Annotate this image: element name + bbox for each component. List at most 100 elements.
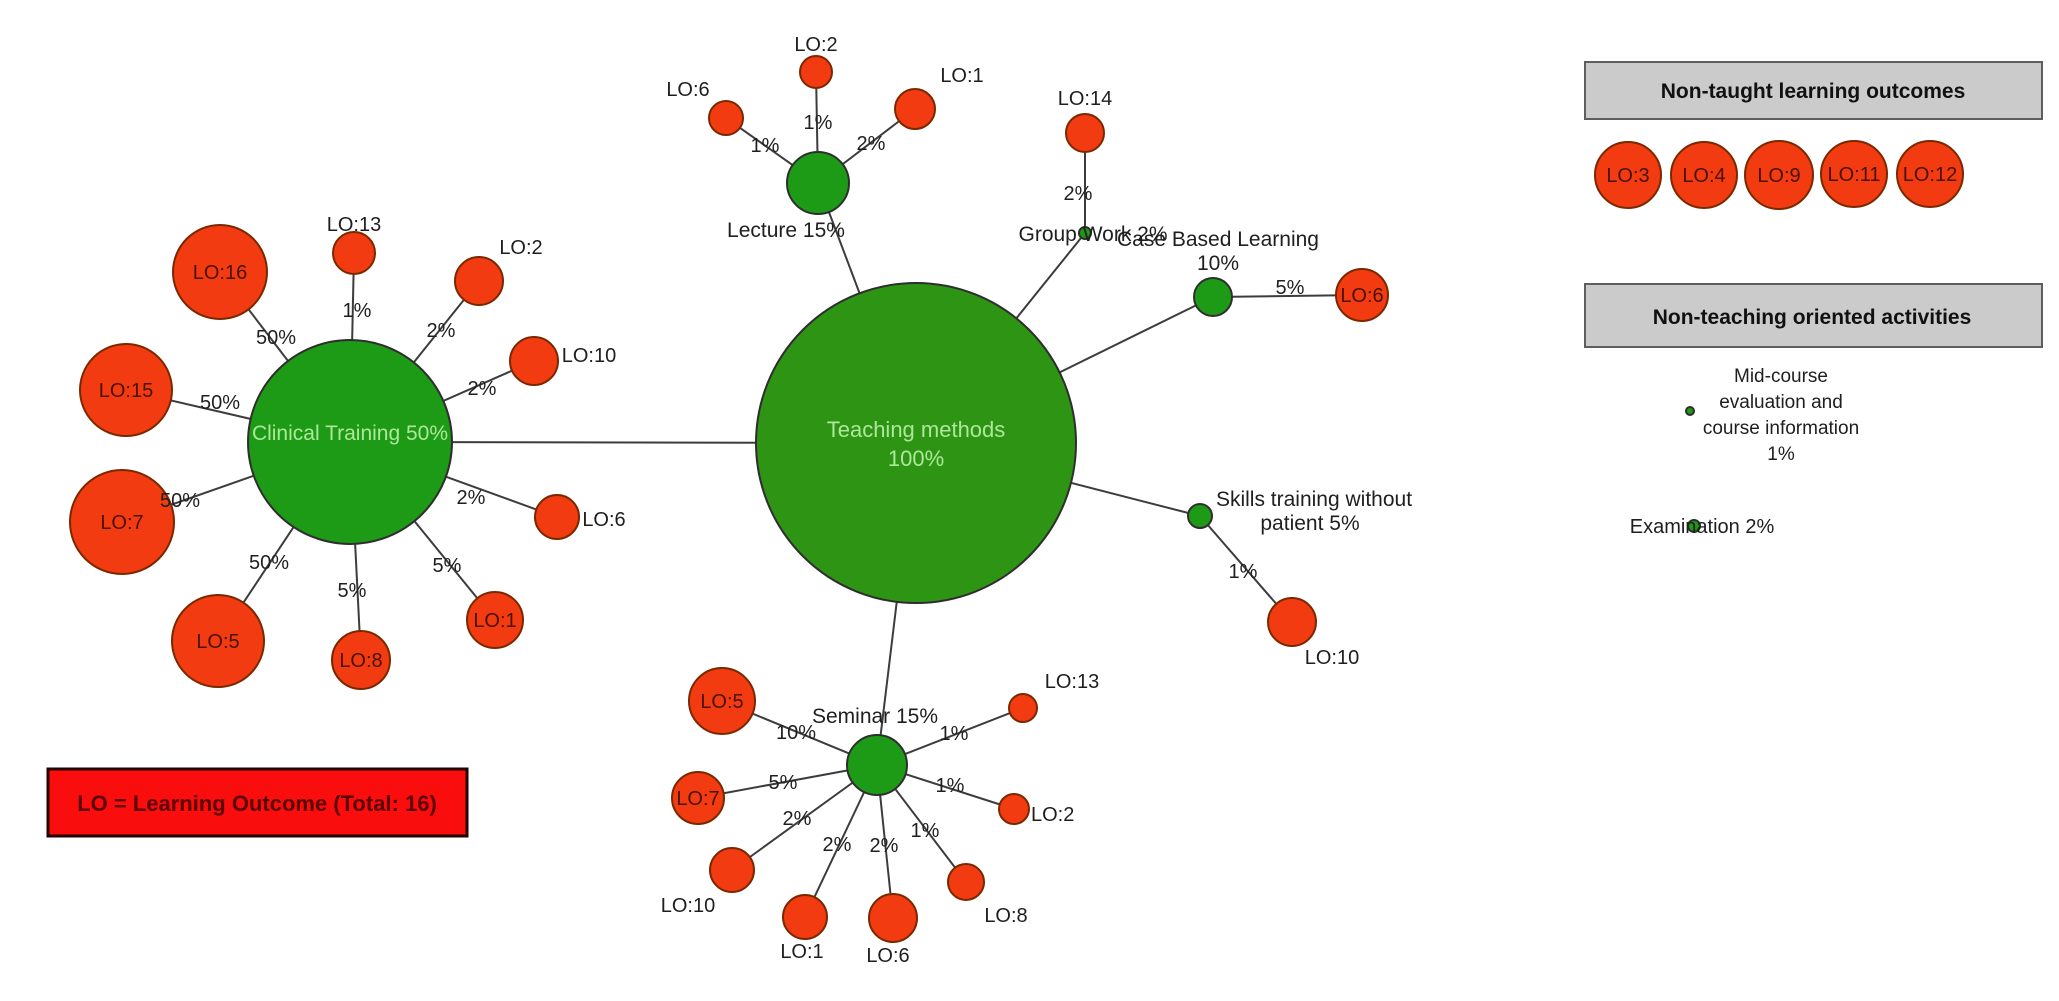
panel-non-taught: Non-taught learning outcomes LO:3 LO:4 L… — [1584, 61, 2043, 210]
node-seminar-lo1 — [782, 894, 828, 940]
node-clinical-lo2 — [454, 256, 504, 306]
skills-label-line2: patient 5% — [1260, 512, 1359, 535]
node-clinical-lo6 — [534, 494, 580, 540]
edge-weight: 1% — [940, 723, 969, 745]
edge-weight: 1% — [936, 775, 965, 797]
mid-course-label-line3: course information — [1703, 418, 1859, 439]
edge-weight: 5% — [769, 772, 798, 794]
node-lecture-lo6 — [708, 100, 744, 136]
mid-course-label-line2: evaluation and — [1719, 392, 1843, 413]
node-clinical-lo5 — [171, 594, 265, 688]
group-work-label: Group Work 2% — [1019, 223, 1168, 246]
lo-label: LO:7 — [100, 512, 143, 534]
node-seminar-lo7 — [671, 771, 725, 825]
non-taught-title-box — [1584, 61, 2043, 120]
lo-label: LO:5 — [700, 691, 743, 713]
mid-course-label-line1: Mid-course — [1734, 366, 1828, 387]
node-mid-course-dot — [1685, 406, 1695, 416]
node-seminar-lo13 — [1008, 693, 1038, 723]
node-examination-dot — [1687, 519, 1701, 533]
lecture-label: Lecture 15% — [727, 219, 845, 242]
node-clinical-lo15 — [79, 343, 173, 437]
node-clinical-lo16 — [172, 224, 268, 320]
node-lecture — [786, 151, 850, 215]
edge-weight: 1% — [804, 112, 833, 134]
lo-labels: LO:16 LO:15 LO:7 LO:5 LO:8 LO:1 LO:13 LO… — [99, 34, 1384, 967]
node-clinical-lo13 — [332, 231, 376, 275]
seminar-label: Seminar 15% — [812, 705, 938, 728]
edge-weight: 2% — [468, 378, 497, 400]
non-teaching-title-box — [1584, 283, 2043, 348]
node-clinical-lo7 — [69, 469, 175, 575]
edge-weight: 1% — [343, 300, 372, 322]
node-seminar-lo5 — [688, 667, 756, 735]
legend-label: LO = Learning Outcome (Total: 16) — [77, 791, 437, 816]
lo-label: LO:16 — [193, 262, 247, 284]
node-group-work — [1078, 226, 1092, 240]
edge-weight: 2% — [783, 808, 812, 830]
lo-label: LO:5 — [196, 631, 239, 653]
skills-label-line1: Skills training without — [1216, 488, 1412, 511]
lo-label: LO:13 — [327, 214, 381, 236]
lo-label: LO:4 — [1682, 165, 1725, 187]
edge-weight: 1% — [1229, 561, 1258, 583]
edge-weight-labels: 50% 1% 2% 2% 50% 2% 50% 50% 5% 5% 1% 1% … — [160, 112, 1305, 857]
node-seminar-lo8 — [947, 863, 985, 901]
root-label-line1: Teaching methods — [827, 417, 1006, 442]
edge-weight: 1% — [911, 820, 940, 842]
lo-label: LO:1 — [473, 610, 516, 632]
lo-label: LO:2 — [1031, 804, 1074, 826]
edge-weight: 50% — [160, 490, 200, 512]
mid-course-label-line4: 1% — [1767, 444, 1795, 465]
node-clinical-lo1 — [466, 591, 524, 649]
node-clinical-lo8 — [331, 630, 391, 690]
node-lecture-lo1 — [894, 88, 936, 130]
edge-weight: 2% — [857, 133, 886, 155]
lo-label: LO:10 — [562, 345, 616, 367]
lo-nodes — [69, 55, 1389, 943]
node-casebased-lo6 — [1335, 268, 1389, 322]
edge-weight: 5% — [433, 555, 462, 577]
hub-labels: Teaching methods 100% Clinical Training … — [252, 219, 1412, 728]
lo-label: LO:2 — [499, 237, 542, 259]
clinical-label: Clinical Training 50% — [252, 422, 448, 445]
edge-weight: 2% — [457, 487, 486, 509]
panel-non-teaching: Non-teaching oriented activities Mid-cou… — [1584, 283, 2043, 538]
lo-label: LO:1 — [940, 65, 983, 87]
edge-weight: 2% — [823, 834, 852, 856]
non-taught-title: Non-taught learning outcomes — [1661, 80, 1966, 103]
lo-label: LO:8 — [339, 650, 382, 672]
edge-weight: 2% — [1064, 183, 1093, 205]
lo-label: LO:10 — [1305, 647, 1359, 669]
node-case-based-learning — [1193, 277, 1233, 317]
edge-weight: 50% — [200, 392, 240, 414]
node-skills-training — [1187, 503, 1213, 529]
lo-label: LO:1 — [780, 941, 823, 963]
examination-label: Examination 2% — [1630, 516, 1775, 538]
node-nontaught-lo12 — [1896, 140, 1964, 208]
case-based-label-line1: Case Based Learning — [1117, 228, 1319, 251]
lo-label: LO:2 — [794, 34, 837, 56]
hub-nodes — [247, 151, 1233, 796]
legend: LO = Learning Outcome (Total: 16) — [46, 767, 469, 838]
lo-label: LO:6 — [582, 509, 625, 531]
lo-label: LO:6 — [666, 79, 709, 101]
lo-label: LO:8 — [984, 905, 1027, 927]
lo-label: LO:6 — [866, 945, 909, 967]
lo-label: LO:10 — [661, 895, 715, 917]
edge-weight: 2% — [427, 320, 456, 342]
edge-weight: 10% — [776, 722, 816, 744]
lo-label: LO:14 — [1058, 88, 1112, 110]
node-nontaught-lo3 — [1594, 141, 1662, 209]
node-seminar-lo10 — [709, 847, 755, 893]
legend-box — [46, 767, 469, 838]
node-seminar-lo6 — [868, 893, 918, 943]
edge-weight: 5% — [338, 580, 367, 602]
node-clinical-training — [247, 339, 453, 545]
node-teaching-methods — [755, 282, 1077, 604]
node-nontaught-lo11 — [1820, 140, 1888, 208]
node-nontaught-lo9 — [1744, 140, 1814, 210]
edge-weight: 5% — [1276, 277, 1305, 299]
node-clinical-lo10 — [509, 336, 559, 386]
